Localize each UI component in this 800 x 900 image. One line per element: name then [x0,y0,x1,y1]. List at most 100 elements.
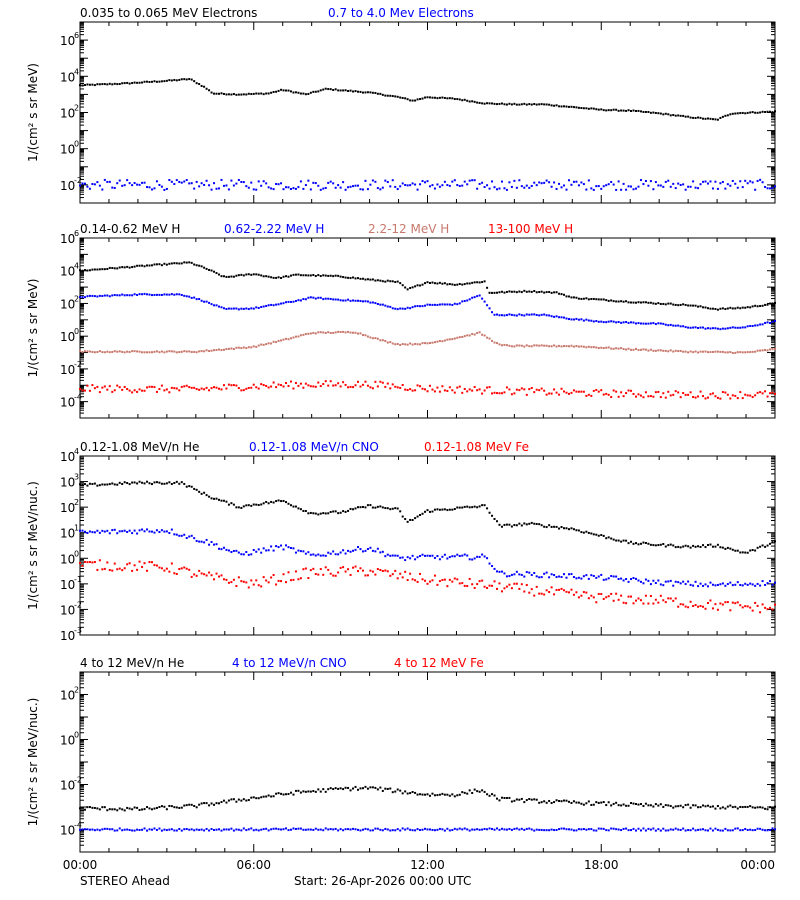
data-point [215,187,218,190]
data-point [612,300,615,303]
data-point [173,262,176,265]
data-point [662,322,665,325]
data-point [133,806,136,809]
data-point [639,348,642,351]
data-point [148,807,151,810]
data-point [724,391,727,394]
data-point [118,386,121,389]
data-point [126,828,129,831]
data-point [555,799,558,802]
data-point [369,829,372,832]
data-point [714,807,717,810]
data-point [237,274,240,277]
data-point [647,827,650,830]
data-point [481,828,484,831]
data-point [714,545,717,548]
data-point [709,327,712,330]
data-point [235,549,238,552]
data-point [443,303,446,306]
data-point [419,793,422,796]
data-point [515,524,518,527]
data-point [441,96,444,99]
data-point [441,508,444,511]
data-point [724,547,727,550]
data-point [590,574,593,577]
data-point [716,308,719,311]
data-point [436,282,439,285]
data-point [314,332,317,335]
data-point [493,794,496,797]
data-point [98,391,101,394]
data-point [503,291,506,294]
data-point [669,543,672,546]
data-point [230,275,233,278]
data-point [399,386,402,389]
data-point [101,568,104,571]
data-point [433,390,436,393]
data-point [272,381,275,384]
data-point [401,827,404,830]
data-point [473,557,476,560]
data-point [545,291,548,294]
data-point [213,829,216,832]
data-point [381,550,384,553]
data-point [493,517,496,520]
data-point [280,384,283,387]
data-point [240,93,243,96]
data-point [168,79,171,82]
data-point [503,572,506,575]
data-point [126,563,129,566]
data-point [280,792,283,795]
data-point [198,388,201,391]
data-point [354,565,357,568]
data-point [622,109,625,112]
data-point [416,188,419,191]
data-point [692,116,695,119]
data-point [585,802,588,805]
data-point [496,520,498,523]
data-point [652,188,655,191]
data-point [287,384,290,387]
data-point [491,793,494,796]
data-point [329,180,332,183]
data-point [173,387,176,390]
data-point [654,349,657,352]
data-point [190,182,193,185]
data-point [684,804,687,807]
data-point [503,343,506,346]
data-point [550,291,553,294]
data-point [359,506,362,509]
data-point [113,350,116,353]
data-point [741,326,744,329]
data-point [193,386,196,389]
data-point [424,282,427,285]
data-point [699,326,702,329]
data-point [617,828,620,831]
data-point [699,183,702,186]
data-point [376,279,379,282]
data-point [498,392,501,395]
data-point [143,265,146,268]
data-point [297,578,300,581]
data-point [585,346,588,349]
data-point [667,302,670,305]
y-tick-label-exponent: 0 [74,549,79,558]
data-point [483,186,486,189]
data-point [86,806,89,809]
data-point [560,316,563,319]
data-point [754,350,757,353]
data-point [98,184,101,187]
data-point [766,608,769,611]
data-point [411,286,414,289]
data-point [106,83,109,86]
data-point [180,385,183,388]
data-point [706,602,709,605]
data-point [183,350,186,353]
data-point [371,179,374,182]
data-point [173,183,176,186]
y-tick-label-exponent: 6 [74,229,79,238]
data-point [458,185,461,188]
data-point [414,517,417,520]
data-point [481,297,484,300]
data-point [406,306,409,309]
